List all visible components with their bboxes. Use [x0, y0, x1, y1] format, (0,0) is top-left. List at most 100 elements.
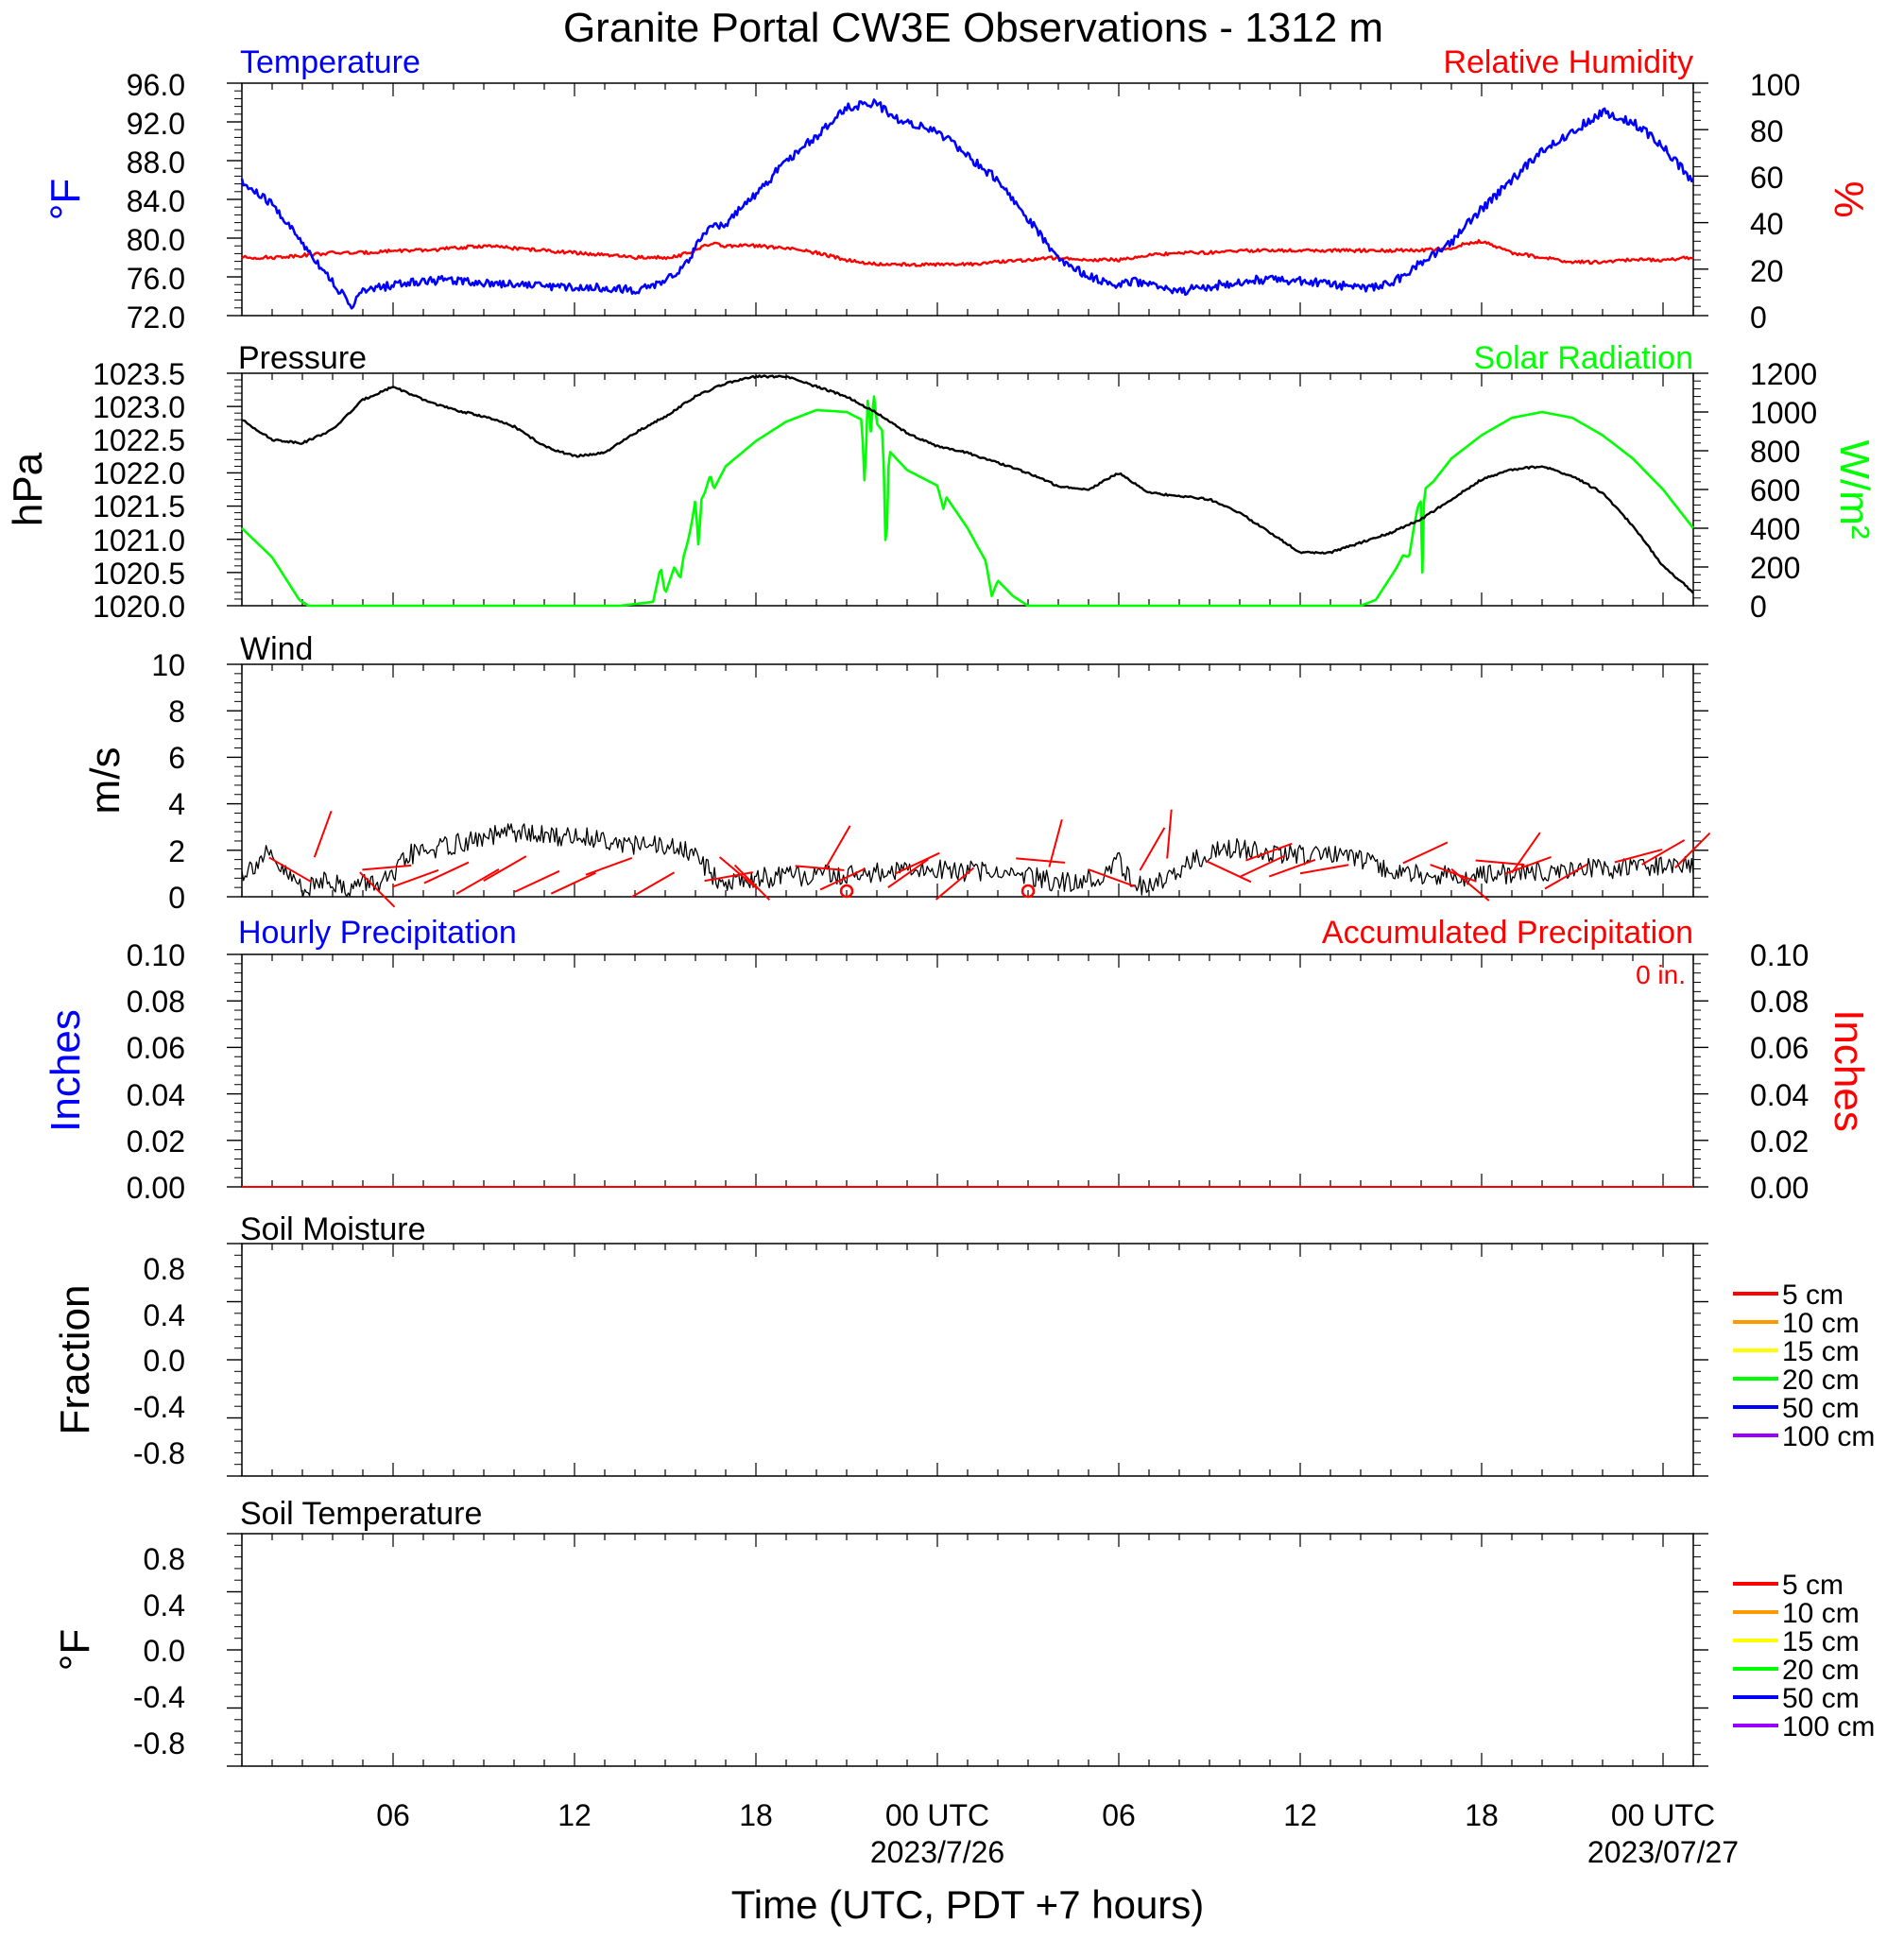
- humidity-line: [241, 238, 1694, 267]
- solar-tick-0: 0: [1750, 590, 1767, 624]
- sm-tick-0.8: 0.8: [144, 1252, 185, 1286]
- x-tick-label: 12: [1283, 1798, 1317, 1832]
- st-tick-0.0: 0.0: [144, 1634, 185, 1668]
- pres-tick-1022.0: 1022.0: [93, 456, 185, 490]
- pres-tick-1021.0: 1021.0: [93, 524, 185, 558]
- legend-label-15cm: 15 cm: [1782, 1626, 1860, 1657]
- sm-tick-neg0.4: -0.4: [133, 1390, 185, 1424]
- soil-moisture-unit-label: Fraction: [52, 1285, 98, 1435]
- pres-tick-1020.5: 1020.5: [93, 557, 185, 591]
- wind-barb: [795, 865, 845, 871]
- solar-axis-ticks: 1200 1000 800 600 400 200 0: [1750, 357, 1817, 624]
- soil-moisture-axis-ticks: 0.8 0.4 0.0 -0.4 -0.8: [133, 1252, 185, 1470]
- temperature-line: [240, 98, 1695, 310]
- pressure-tick-marks: [227, 372, 1708, 607]
- solar-radiation-line: [241, 395, 1695, 608]
- humidity-unit-label: %: [1826, 180, 1872, 217]
- wind-barb: [391, 868, 439, 888]
- legend-item: 100 cm: [1733, 1711, 1875, 1743]
- x-axis-title: Time (UTC, PDT +7 hours): [731, 1882, 1205, 1927]
- legend-item: 100 cm: [1733, 1421, 1875, 1452]
- temperature-title: Temperature: [240, 44, 420, 80]
- pres-tick-1023.0: 1023.0: [93, 390, 185, 424]
- pressure-title: Pressure: [238, 340, 367, 376]
- wind-barb: [1299, 864, 1349, 875]
- wind-title: Wind: [240, 631, 313, 667]
- wind-barb: [1016, 857, 1066, 864]
- legend-item: 15 cm: [1733, 1626, 1860, 1657]
- sm-tick-0.4: 0.4: [144, 1298, 185, 1332]
- legend-label-100cm: 100 cm: [1782, 1711, 1875, 1743]
- wind-barb: [362, 864, 412, 871]
- sm-tick-0.0: 0.0: [144, 1344, 185, 1378]
- wind-barb: [483, 855, 527, 883]
- wind-barb: [733, 864, 771, 901]
- temp-tick-96: 96.0: [127, 68, 185, 102]
- temp-tick-84: 84.0: [127, 184, 185, 218]
- wind-barb: [1641, 839, 1686, 866]
- wind-barb: [1206, 860, 1252, 884]
- temperature-humidity-frame: [241, 82, 1694, 317]
- wind-barb: [1544, 863, 1588, 890]
- wind-barb: [819, 867, 866, 891]
- wind-barb: [1504, 855, 1552, 875]
- temperature-humidity-series: [240, 98, 1695, 310]
- legend-label-100cm: 100 cm: [1782, 1421, 1875, 1452]
- legend-label-10cm: 10 cm: [1782, 1598, 1860, 1629]
- legend-item: 10 cm: [1733, 1308, 1860, 1339]
- accumulated-total-label: 0 in.: [1636, 960, 1686, 989]
- relative-humidity-title: Relative Humidity: [1443, 44, 1693, 80]
- wind-barb: [1139, 827, 1166, 871]
- soil-temperature-tick-marks: [227, 1533, 1708, 1767]
- rh-tick-0: 0: [1750, 300, 1767, 335]
- hourly-precipitation-title: Hourly Precipitation: [238, 915, 517, 951]
- pressure-axis-ticks: 1023.5 1023.0 1022.5 1022.0 1021.5 1021.…: [93, 357, 185, 624]
- wind-tick-8: 8: [168, 695, 185, 729]
- time-axis: 06 12 18 00 UTC 2023/7/26 06 12 18 00 UT…: [376, 1798, 1739, 1927]
- aprec-tick-0.04: 0.04: [1750, 1078, 1809, 1112]
- soil-temperature-panel: Soil Temperature °F 0.8 0.4 0.0 -0.4 -0.…: [52, 1496, 1875, 1767]
- wind-barb: [1475, 859, 1525, 867]
- legend-item: 5 cm: [1733, 1570, 1844, 1601]
- pressure-solar-frame: [241, 372, 1694, 607]
- x-tick-label: 12: [557, 1798, 592, 1832]
- solar-tick-1000: 1000: [1750, 396, 1817, 430]
- temp-tick-72: 72.0: [127, 300, 185, 335]
- temperature-unit-label: °F: [43, 179, 89, 220]
- soil-moisture-frame: [241, 1243, 1694, 1477]
- pressure-line: [241, 374, 1694, 594]
- accumulated-precipitation-title: Accumulated Precipitation: [1322, 915, 1693, 951]
- wind-barb: [704, 871, 753, 883]
- wind-calm-marker: [839, 884, 854, 899]
- soil-temperature-frame: [241, 1533, 1694, 1767]
- solar-tick-200: 200: [1750, 551, 1800, 585]
- hprec-tick-0.06: 0.06: [127, 1031, 185, 1065]
- solar-tick-400: 400: [1750, 512, 1800, 546]
- soil-temperature-title: Soil Temperature: [240, 1496, 482, 1532]
- x-tick-label: 00 UTC: [885, 1798, 989, 1832]
- wind-barb: [1430, 864, 1477, 883]
- wind-barb: [1614, 849, 1663, 864]
- wind-tick-marks: [227, 663, 1708, 898]
- sm-tick-neg0.8: -0.8: [133, 1436, 185, 1470]
- wind-barb: [1240, 854, 1286, 878]
- aprec-tick-0.08: 0.08: [1750, 985, 1809, 1019]
- pres-tick-1023.5: 1023.5: [93, 357, 185, 391]
- wind-barb: [1088, 868, 1136, 887]
- wind-frame: [241, 663, 1694, 898]
- rh-tick-60: 60: [1750, 161, 1784, 195]
- pres-tick-1022.5: 1022.5: [93, 423, 185, 457]
- x-tick-label: 18: [739, 1798, 773, 1832]
- wind-barb: [423, 861, 470, 884]
- wind-barb: [824, 825, 851, 869]
- legend-label-10cm: 10 cm: [1782, 1308, 1860, 1339]
- legend-item: 50 cm: [1733, 1393, 1860, 1424]
- solar-unit-label: W/m²: [1831, 439, 1878, 539]
- wind-barb: [268, 856, 313, 884]
- st-tick-neg0.8: -0.8: [133, 1726, 185, 1760]
- aprec-tick-0.02: 0.02: [1750, 1125, 1809, 1159]
- wind-panel: Wind m/s 10 8 6 4 2 0: [82, 631, 1711, 915]
- temperature-axis-ticks: 96.0 92.0 88.0 84.0 80.0 76.0 72.0: [127, 68, 185, 335]
- wind-unit-label: m/s: [82, 747, 129, 815]
- pressure-solar-series: [241, 374, 1695, 608]
